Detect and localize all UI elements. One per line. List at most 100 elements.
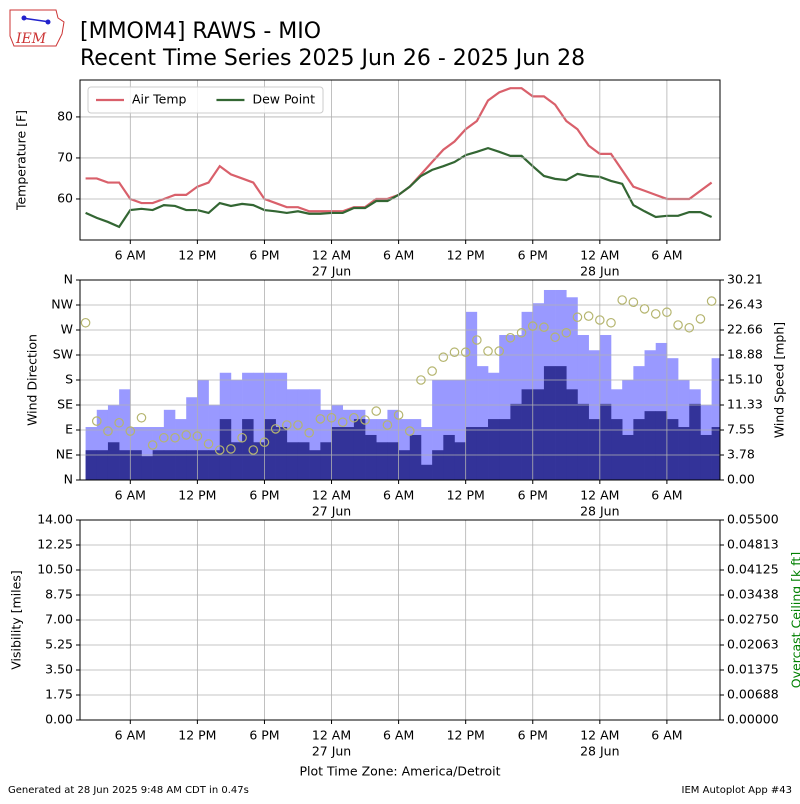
y2-tick-label: 0.03438 bbox=[727, 587, 779, 602]
bar bbox=[343, 427, 354, 480]
x-date-label: 27 Jun bbox=[312, 264, 351, 279]
x-date-label: 27 Jun bbox=[312, 744, 351, 759]
y2-axis-label: Wind Speed [mph] bbox=[772, 322, 787, 438]
y-tick-label: NE bbox=[56, 447, 73, 462]
bar bbox=[354, 419, 365, 480]
plot-area bbox=[86, 290, 724, 480]
y-axis-label: Wind Direction bbox=[25, 334, 40, 426]
x-tick-label: 12 PM bbox=[447, 248, 485, 263]
y-tick-label: 5.25 bbox=[45, 637, 73, 652]
title-line: Recent Time Series 2025 Jun 26 - 2025 Ju… bbox=[80, 46, 585, 71]
bar bbox=[600, 404, 611, 480]
x-date-label: 28 Jun bbox=[580, 744, 619, 759]
bar bbox=[499, 419, 510, 480]
bar bbox=[108, 442, 119, 480]
bar bbox=[365, 435, 376, 480]
x-tick-label: 6 AM bbox=[651, 248, 682, 263]
y-tick-label: 1.75 bbox=[45, 687, 73, 702]
y2-tick-label: 30.21 bbox=[727, 272, 763, 287]
x-date-label: 28 Jun bbox=[580, 504, 619, 519]
point bbox=[618, 296, 626, 304]
point bbox=[584, 312, 592, 320]
y-tick-label: 10.50 bbox=[37, 562, 73, 577]
x-date-label: 27 Jun bbox=[312, 504, 351, 519]
y2-tick-label: 11.33 bbox=[727, 397, 763, 412]
x-tick-label: 12 AM bbox=[580, 248, 619, 263]
x-tick-label: 6 PM bbox=[518, 488, 548, 503]
point bbox=[652, 310, 660, 318]
y-tick-label: NW bbox=[51, 297, 73, 312]
y2-tick-label: 0.04813 bbox=[727, 537, 779, 552]
x-tick-label: 12 PM bbox=[178, 248, 216, 263]
footer-right: IEM Autoplot App #43 bbox=[682, 785, 792, 796]
point bbox=[707, 297, 715, 305]
bar bbox=[276, 427, 287, 480]
bar bbox=[231, 442, 242, 480]
x-tick-label: 12 PM bbox=[178, 488, 216, 503]
x-tick-label: 12 AM bbox=[312, 248, 351, 263]
y2-axis-label: Overcast Ceiling [k ft] bbox=[789, 552, 800, 688]
bar bbox=[454, 442, 465, 480]
y-tick-label: 7.00 bbox=[45, 612, 73, 627]
x-axis-label: Plot Time Zone: America/Detroit bbox=[300, 764, 501, 779]
x-tick-label: 12 AM bbox=[580, 728, 619, 743]
point bbox=[640, 305, 648, 313]
bar bbox=[466, 427, 477, 480]
logo-text: IEM bbox=[15, 31, 47, 47]
bar bbox=[712, 427, 723, 480]
x-tick-label: 12 PM bbox=[178, 728, 216, 743]
x-tick-label: 12 AM bbox=[312, 728, 351, 743]
bar bbox=[555, 366, 566, 480]
y2-tick-label: 15.10 bbox=[727, 372, 763, 387]
bar bbox=[264, 419, 275, 480]
point bbox=[439, 353, 447, 361]
point bbox=[685, 324, 693, 332]
y2-tick-label: 0.00000 bbox=[727, 712, 779, 727]
x-tick-label: 6 PM bbox=[249, 488, 279, 503]
title-line: [MMOM4] RAWS - MIO bbox=[80, 19, 321, 44]
y-tick-label: 14.00 bbox=[37, 512, 73, 527]
bar bbox=[510, 404, 521, 480]
y-tick-label: 12.25 bbox=[37, 537, 73, 552]
x-tick-label: 12 PM bbox=[447, 488, 485, 503]
bar bbox=[387, 442, 398, 480]
bar bbox=[141, 456, 152, 480]
y2-tick-label: 0.02750 bbox=[727, 612, 779, 627]
y-axis-label: Visibility [miles] bbox=[9, 570, 24, 669]
y-tick-label: 3.50 bbox=[45, 662, 73, 677]
bar bbox=[611, 419, 622, 480]
x-tick-label: 6 AM bbox=[115, 248, 146, 263]
bar bbox=[656, 411, 667, 480]
x-tick-label: 6 AM bbox=[115, 488, 146, 503]
x-tick-label: 6 AM bbox=[383, 728, 414, 743]
y2-tick-label: 0.02063 bbox=[727, 637, 779, 652]
y2-tick-label: 7.55 bbox=[727, 422, 755, 437]
bar bbox=[477, 427, 488, 480]
bar bbox=[533, 389, 544, 480]
x-tick-label: 6 AM bbox=[651, 728, 682, 743]
y-axis-label: Temperature [F] bbox=[14, 110, 29, 211]
bar bbox=[287, 442, 298, 480]
y2-tick-label: 0.00688 bbox=[727, 687, 779, 702]
y2-tick-label: 0.04125 bbox=[727, 562, 779, 577]
y-tick-label: E bbox=[65, 422, 73, 437]
bar bbox=[667, 419, 678, 480]
y-tick-label: 60 bbox=[57, 190, 73, 205]
x-tick-label: 6 PM bbox=[249, 248, 279, 263]
x-tick-label: 6 PM bbox=[249, 728, 279, 743]
y-tick-label: SE bbox=[57, 397, 73, 412]
point bbox=[484, 347, 492, 355]
x-tick-label: 6 AM bbox=[115, 728, 146, 743]
bar bbox=[376, 442, 387, 480]
bar bbox=[332, 427, 343, 480]
y-tick-label: SW bbox=[53, 347, 73, 362]
point bbox=[372, 407, 380, 415]
y-tick-label: N bbox=[64, 472, 73, 487]
x-tick-label: 6 PM bbox=[518, 248, 548, 263]
bar bbox=[645, 411, 656, 480]
x-tick-label: 6 AM bbox=[383, 248, 414, 263]
bar bbox=[410, 435, 421, 480]
